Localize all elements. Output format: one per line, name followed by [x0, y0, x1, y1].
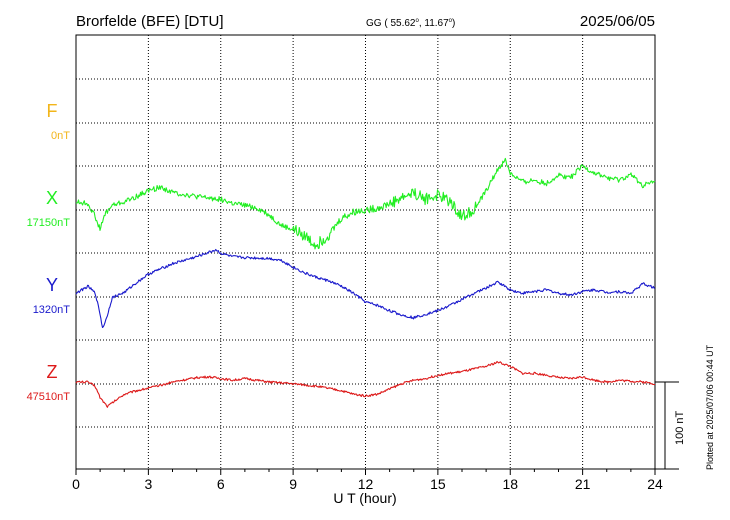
scale-bar: 100 nT [655, 381, 686, 470]
x-tick-labels: 0 3 6 9 12 15 18 21 24 [72, 476, 663, 492]
series-line-z [75, 360, 656, 408]
x-axis-label: U T (hour) [333, 490, 396, 506]
x-tick-label: 24 [647, 476, 663, 492]
x-tick-label: 12 [358, 476, 374, 492]
x-tick-label: 9 [289, 476, 297, 492]
series-labels: F 0nT X 17150nT Y 1320nT Z 47510nT [27, 101, 71, 403]
series-baseline-y: 1320nT [33, 304, 71, 316]
station-title: Brorfelde (BFE) [DTU] [76, 13, 224, 30]
series-line-x [75, 157, 656, 250]
axis-ticks [75, 469, 656, 475]
scale-bar-label: 100 nT [674, 410, 686, 445]
series-name-z: Z [47, 362, 58, 382]
plotted-note: Plotted at 2025/07/06 00:44 UT [705, 344, 715, 470]
series-name-y: Y [46, 275, 58, 295]
horizontal-gridlines [76, 78, 655, 428]
x-tick-label: 21 [575, 476, 591, 492]
x-tick-label: 6 [217, 476, 225, 492]
series-name-x: X [46, 188, 58, 208]
x-tick-label: 18 [502, 476, 518, 492]
coordinates: GG ( 55.62o, 11.67o) [366, 18, 455, 29]
vertical-gridlines [147, 35, 584, 469]
series-baseline-x: 17150nT [27, 217, 71, 229]
series-name-f: F [47, 101, 58, 121]
x-tick-label: 15 [430, 476, 446, 492]
series-baseline-f: 0nT [51, 130, 70, 142]
x-tick-label: 0 [72, 476, 80, 492]
x-tick-label: 3 [144, 476, 152, 492]
date-label: 2025/06/05 [580, 13, 655, 30]
series-lines [75, 157, 656, 408]
series-line-y [75, 248, 656, 329]
series-baseline-z: 47510nT [27, 391, 71, 403]
